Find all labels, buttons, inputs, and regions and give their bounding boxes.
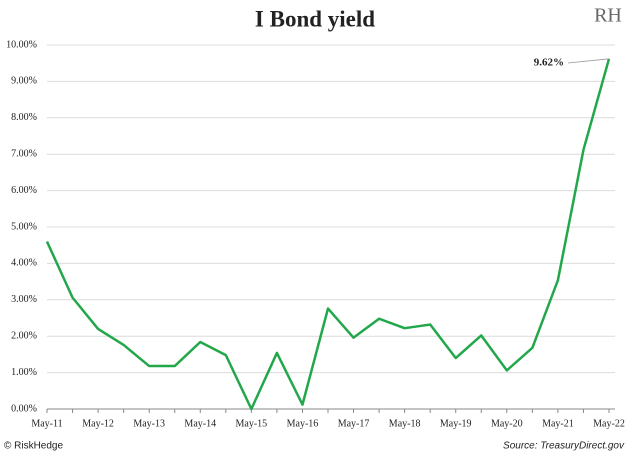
x-tick-label: May-14 bbox=[184, 418, 216, 429]
annotation-leader bbox=[567, 58, 610, 64]
x-tick-label: May-22 bbox=[593, 418, 625, 429]
y-tick-label: 6.00% bbox=[11, 185, 37, 196]
x-tick-label: May-21 bbox=[542, 418, 574, 429]
y-tick-label: 4.00% bbox=[11, 258, 37, 269]
y-tick-label: 5.00% bbox=[11, 221, 37, 232]
footer-source: Source: TreasuryDirect.gov bbox=[503, 441, 625, 452]
x-tick-label: May-15 bbox=[236, 418, 268, 429]
x-tick-label: May-18 bbox=[389, 418, 421, 429]
logo: RH bbox=[594, 5, 622, 27]
x-tick-label: May-19 bbox=[440, 418, 472, 429]
x-tick-label: May-13 bbox=[133, 418, 165, 429]
annotation: 9.62% bbox=[534, 57, 564, 69]
footer-credit: © RiskHedge bbox=[4, 441, 63, 452]
data-line bbox=[45, 58, 611, 411]
y-tick-label: 2.00% bbox=[11, 330, 37, 341]
y-tick-label: 10.00% bbox=[6, 39, 37, 50]
y-tick-label: 7.00% bbox=[11, 148, 37, 159]
y-tick-label: 8.00% bbox=[11, 112, 37, 123]
chart-title: I Bond yield bbox=[255, 6, 375, 31]
x-tick-label: May-11 bbox=[31, 418, 62, 429]
x-tick-label: May-16 bbox=[287, 418, 319, 429]
x-tick-label: May-20 bbox=[491, 418, 523, 429]
y-tick-label: 9.00% bbox=[11, 76, 37, 87]
y-tick-label: 1.00% bbox=[11, 367, 37, 378]
y-tick-label: 3.00% bbox=[11, 294, 37, 305]
y-tick-label: 0.00% bbox=[11, 403, 37, 414]
x-tick-label: May-12 bbox=[82, 418, 114, 429]
x-tick-label: May-17 bbox=[338, 418, 370, 429]
